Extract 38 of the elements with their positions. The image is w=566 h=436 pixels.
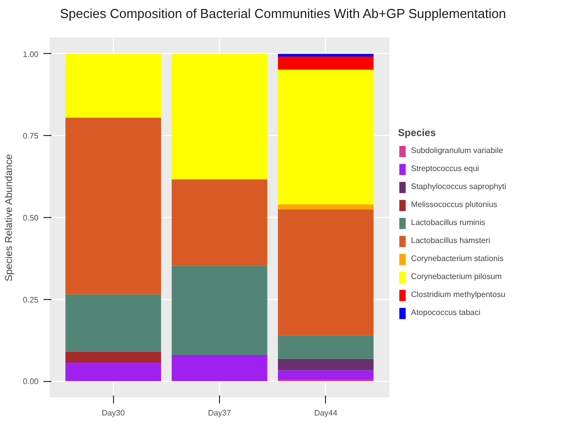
- legend-label: Melissococcus plutonius: [411, 199, 498, 212]
- bar: [172, 53, 268, 179]
- bar: [65, 294, 162, 352]
- legend-label: Subdoligranulum variabile: [411, 145, 504, 158]
- bar: [65, 53, 162, 118]
- bar: [278, 358, 374, 370]
- bar: [65, 362, 162, 381]
- bar: [172, 178, 268, 266]
- y-tick-label: 1.00: [22, 49, 40, 58]
- y-tick-label: 0.75: [22, 131, 40, 140]
- chart-title: Species Composition of Bacterial Communities With Ab+GP Supplementation: [60, 5, 506, 23]
- x-tick-label: Day44: [314, 408, 338, 418]
- bar: [172, 354, 268, 381]
- y-axis-title: Species Relative Abundance: [4, 153, 15, 281]
- legend-label: Corynebacterium stationis: [411, 253, 504, 266]
- legend-label: Lactobacillus ruminis: [411, 217, 486, 230]
- bar: [65, 351, 162, 362]
- y-tick-label: 0.00: [22, 376, 40, 386]
- legend-title: Species: [398, 128, 437, 139]
- bar: [278, 69, 374, 204]
- legend-label: Clostridium methylpentosu: [411, 289, 506, 302]
- bar: [278, 204, 374, 209]
- legend-label: Atopococcus tabaci: [411, 307, 480, 320]
- bar: [278, 334, 374, 358]
- legend-label: Corynebacterium pilosum: [411, 271, 502, 284]
- bar: [278, 208, 374, 335]
- legend-label: Lactobacillus hamsteri: [411, 235, 490, 248]
- y-tick-label: 0.25: [22, 294, 40, 304]
- bar: [172, 266, 268, 355]
- x-tick-label: Day30: [102, 408, 126, 418]
- y-tick-label: 0.50: [22, 213, 40, 222]
- bar: [278, 370, 374, 380]
- x-tick-label: Day37: [208, 408, 232, 418]
- bar: [278, 53, 374, 56]
- bar: [65, 117, 162, 294]
- bar: [278, 56, 374, 70]
- legend-label: Streptococcus equi: [411, 163, 480, 176]
- legend-label: Staphylococcus saprophyti: [411, 181, 506, 194]
